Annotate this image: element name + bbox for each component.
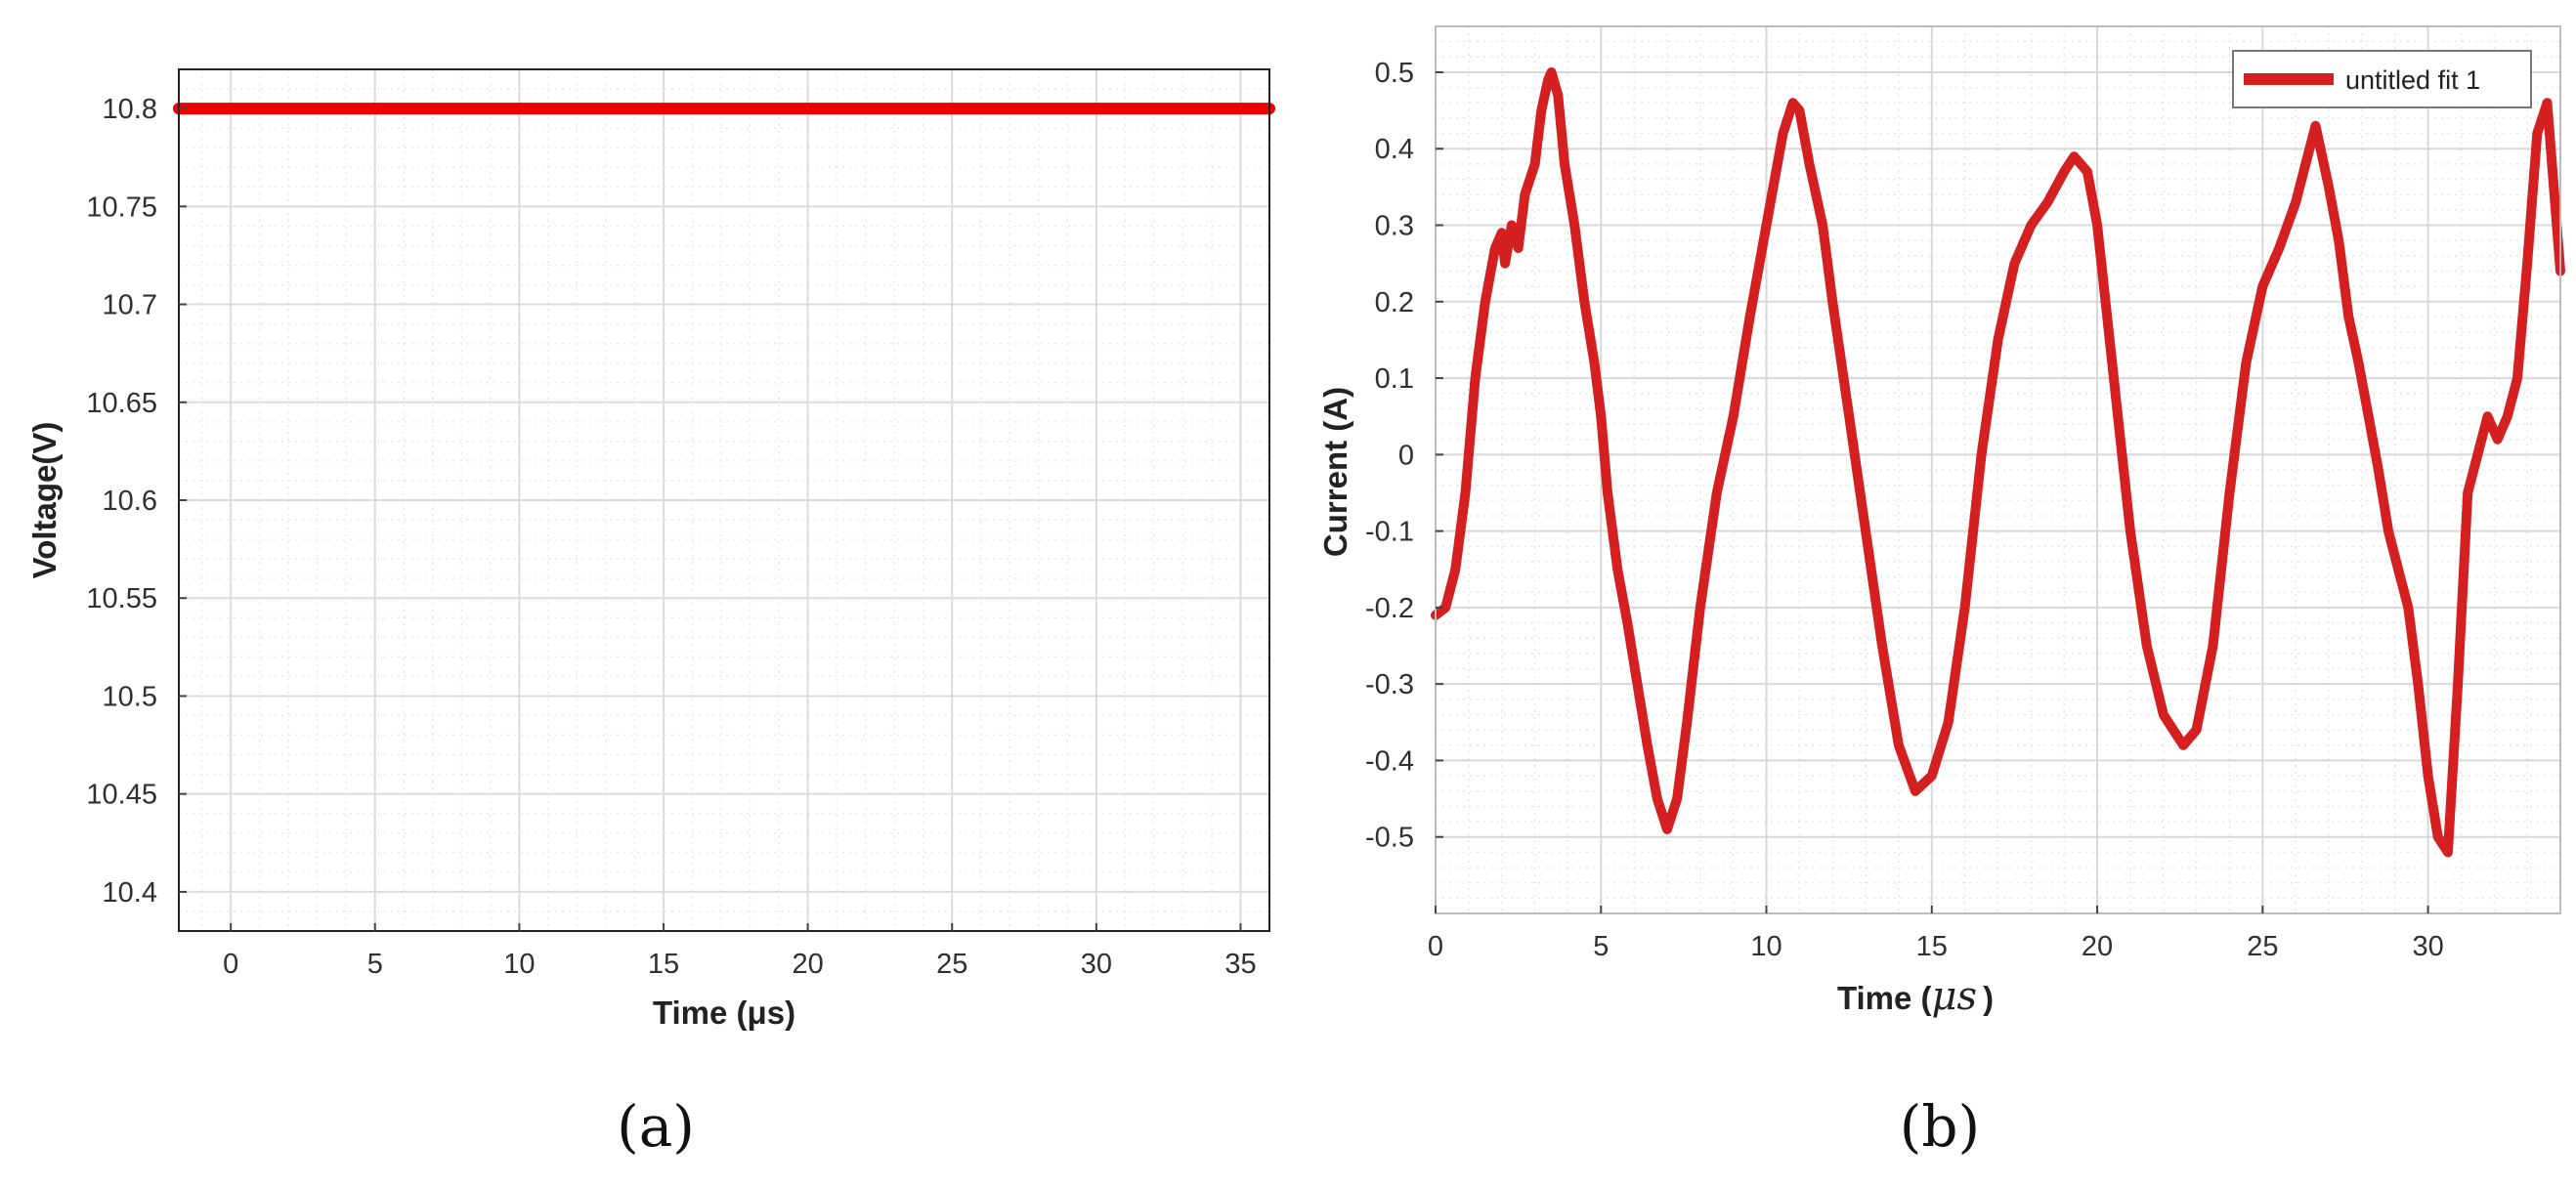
y-tick-label: 0.2 xyxy=(1375,287,1414,318)
panel-b-y-ticks: -0.5 -0.4 -0.3 -0.2 -0.1 0 0.1 0.2 0.3 0.4 0.5 xyxy=(1365,58,1443,854)
panel-b-grid xyxy=(1435,26,2561,914)
x-tick-label: 15 xyxy=(1916,931,1948,962)
x-tick-label: 20 xyxy=(2082,931,2113,962)
y-tick-label: -0.4 xyxy=(1365,745,1414,777)
y-tick-label: -0.2 xyxy=(1365,593,1414,624)
x-tick-label: 10 xyxy=(1750,931,1782,962)
y-tick-label: 10.45 xyxy=(86,780,157,811)
panel-a-y-ticks: 10.4 10.45 10.5 10.55 10.6 10.65 10.7 10.75 10.8 xyxy=(86,94,187,909)
panel-b-x-axis-unit: μs xyxy=(1932,974,1978,1019)
y-tick-label: 10.65 xyxy=(86,388,157,419)
panel-a-y-axis-title: Voltage(V) xyxy=(26,422,63,579)
panel-b-x-ticks: 0 5 10 15 20 25 30 xyxy=(1428,906,2444,962)
x-tick-label: 5 xyxy=(367,949,383,980)
panel-a-label: (a) xyxy=(617,1093,695,1160)
panel-b-y-axis-title: Current (A) xyxy=(1317,387,1353,557)
panel-b-current-chart: 0 5 10 15 20 25 30 -0.5 -0.4 -0.3 -0.2 -0.1 0 0.1 0.2… xyxy=(1317,25,2565,1160)
y-tick-label: 10.75 xyxy=(86,191,157,223)
panel-b-x-axis-title-prefix: Time ( xyxy=(1837,980,1932,1016)
x-tick-label: 35 xyxy=(1224,949,1256,980)
panel-b-legend-label: untitled fit 1 xyxy=(2345,65,2480,95)
x-tick-label: 30 xyxy=(2412,931,2443,962)
y-tick-label: 10.55 xyxy=(86,583,157,614)
y-tick-label: 10.7 xyxy=(103,290,157,321)
y-tick-label: 10.6 xyxy=(103,486,157,517)
y-tick-label: -0.1 xyxy=(1365,517,1414,548)
panel-b-x-axis-title-suffix: ) xyxy=(1983,980,1994,1016)
y-tick-label: 0.5 xyxy=(1375,58,1414,89)
panel-a-voltage-chart: 0 5 10 15 20 25 30 35 10.410.4510.510.5510.610.… xyxy=(26,68,1275,1160)
x-tick-label: 0 xyxy=(223,949,238,980)
x-tick-label: 0 xyxy=(1428,931,1443,962)
x-tick-label: 15 xyxy=(648,949,679,980)
x-tick-label: 25 xyxy=(2247,931,2278,962)
x-tick-label: 30 xyxy=(1081,949,1112,980)
panel-a-x-ticks: 0 5 10 15 20 25 30 35 xyxy=(223,923,1257,980)
panel-b-legend: untitled fit 1 xyxy=(2232,50,2532,108)
x-tick-label: 20 xyxy=(792,949,823,980)
y-tick-label: 0.3 xyxy=(1375,211,1414,242)
y-tick-label: 10.8 xyxy=(103,94,157,125)
panel-b-x-axis-title: Time (μs) xyxy=(1837,974,1994,1019)
x-tick-label: 5 xyxy=(1593,931,1609,962)
y-tick-label: -0.5 xyxy=(1365,823,1414,854)
y-tick-label: 10.4 xyxy=(103,877,157,909)
panel-b-series xyxy=(1431,67,2565,858)
y-tick-label: 0 xyxy=(1398,440,1414,471)
panel-a-grid xyxy=(179,68,1270,932)
panel-b-plot-frame xyxy=(1435,25,2561,914)
y-tick-label: 0.1 xyxy=(1375,363,1414,395)
series-line xyxy=(1431,67,2565,858)
y-tick-label: 10.5 xyxy=(103,681,157,712)
x-tick-label: 25 xyxy=(936,949,967,980)
y-tick-label: 0.4 xyxy=(1375,134,1414,165)
y-tick-label: -0.3 xyxy=(1365,669,1414,700)
x-tick-label: 10 xyxy=(503,949,535,980)
panel-b-label: (b) xyxy=(1900,1093,1980,1160)
panel-a-x-axis-title: Time (μs) xyxy=(653,995,795,1031)
